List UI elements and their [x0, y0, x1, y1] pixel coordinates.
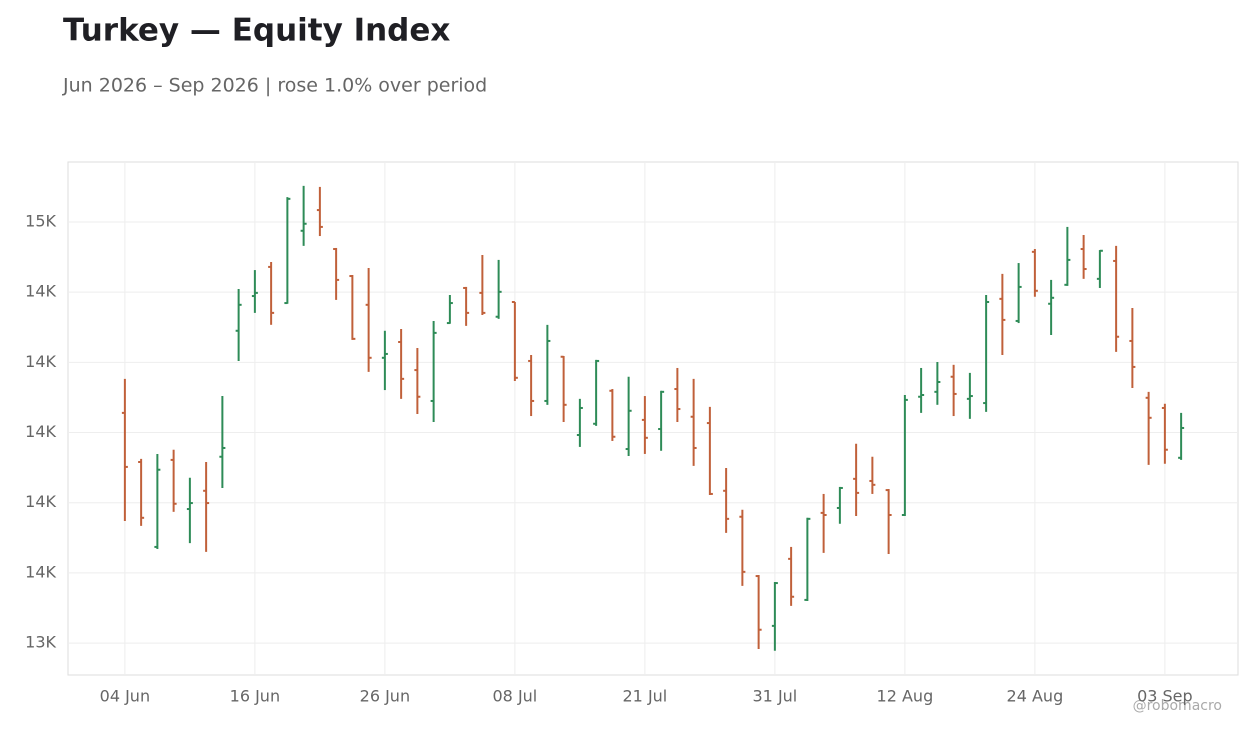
x-tick-label: 03 Sep — [1137, 687, 1193, 706]
watermark: @robomacro — [1133, 698, 1222, 714]
x-tick-label: 31 Jul — [753, 687, 798, 706]
x-tick-label: 12 Aug — [877, 687, 934, 706]
y-tick-label: 14K — [25, 352, 56, 371]
plot-frame — [67, 161, 1239, 676]
x-tick-label: 16 Jun — [230, 687, 280, 706]
y-tick-label: 13K — [25, 633, 56, 652]
y-tick-label: 15K — [25, 212, 56, 231]
x-tick-label: 24 Aug — [1007, 687, 1064, 706]
chart-subtitle: Jun 2026 – Sep 2026 | rose 1.0% over per… — [62, 75, 487, 97]
y-tick-label: 14K — [25, 562, 56, 581]
x-tick-label: 04 Jun — [100, 687, 150, 706]
x-tick-label: 21 Jul — [623, 687, 668, 706]
y-tick-label: 14K — [25, 492, 56, 511]
y-tick-label: 14K — [25, 422, 56, 441]
x-tick-label: 08 Jul — [493, 687, 538, 706]
chart-title: Turkey — Equity Index — [63, 13, 450, 49]
y-tick-label: 14K — [25, 282, 56, 301]
x-tick-label: 26 Jun — [360, 687, 410, 706]
